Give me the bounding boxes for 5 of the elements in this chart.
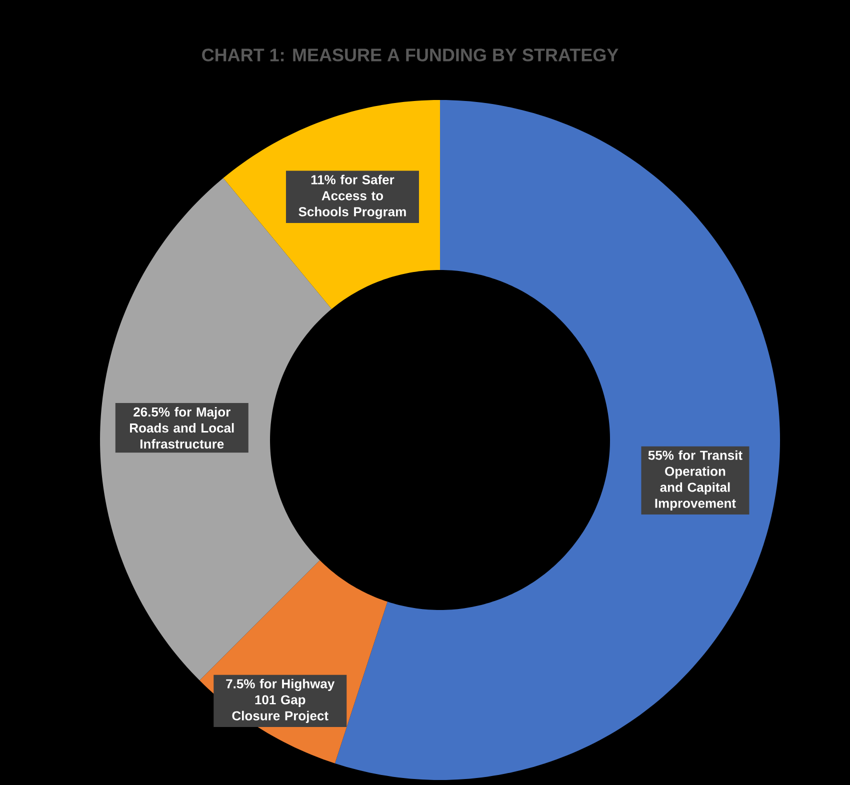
slice-label: 55% for Transit Operation and Capital Improvement (648, 450, 742, 510)
slice-label: 11% for Safer Access to Schools Program (298, 174, 406, 219)
slice-label: 26.5% for Major Roads and Local Infrastructure (130, 407, 234, 449)
chart-title: CHART 1: MEASURE A FUNDING BY STRATEGY (202, 48, 618, 62)
slice-label: 7.5% for Highway 101 Gap Closure Project (226, 678, 335, 723)
